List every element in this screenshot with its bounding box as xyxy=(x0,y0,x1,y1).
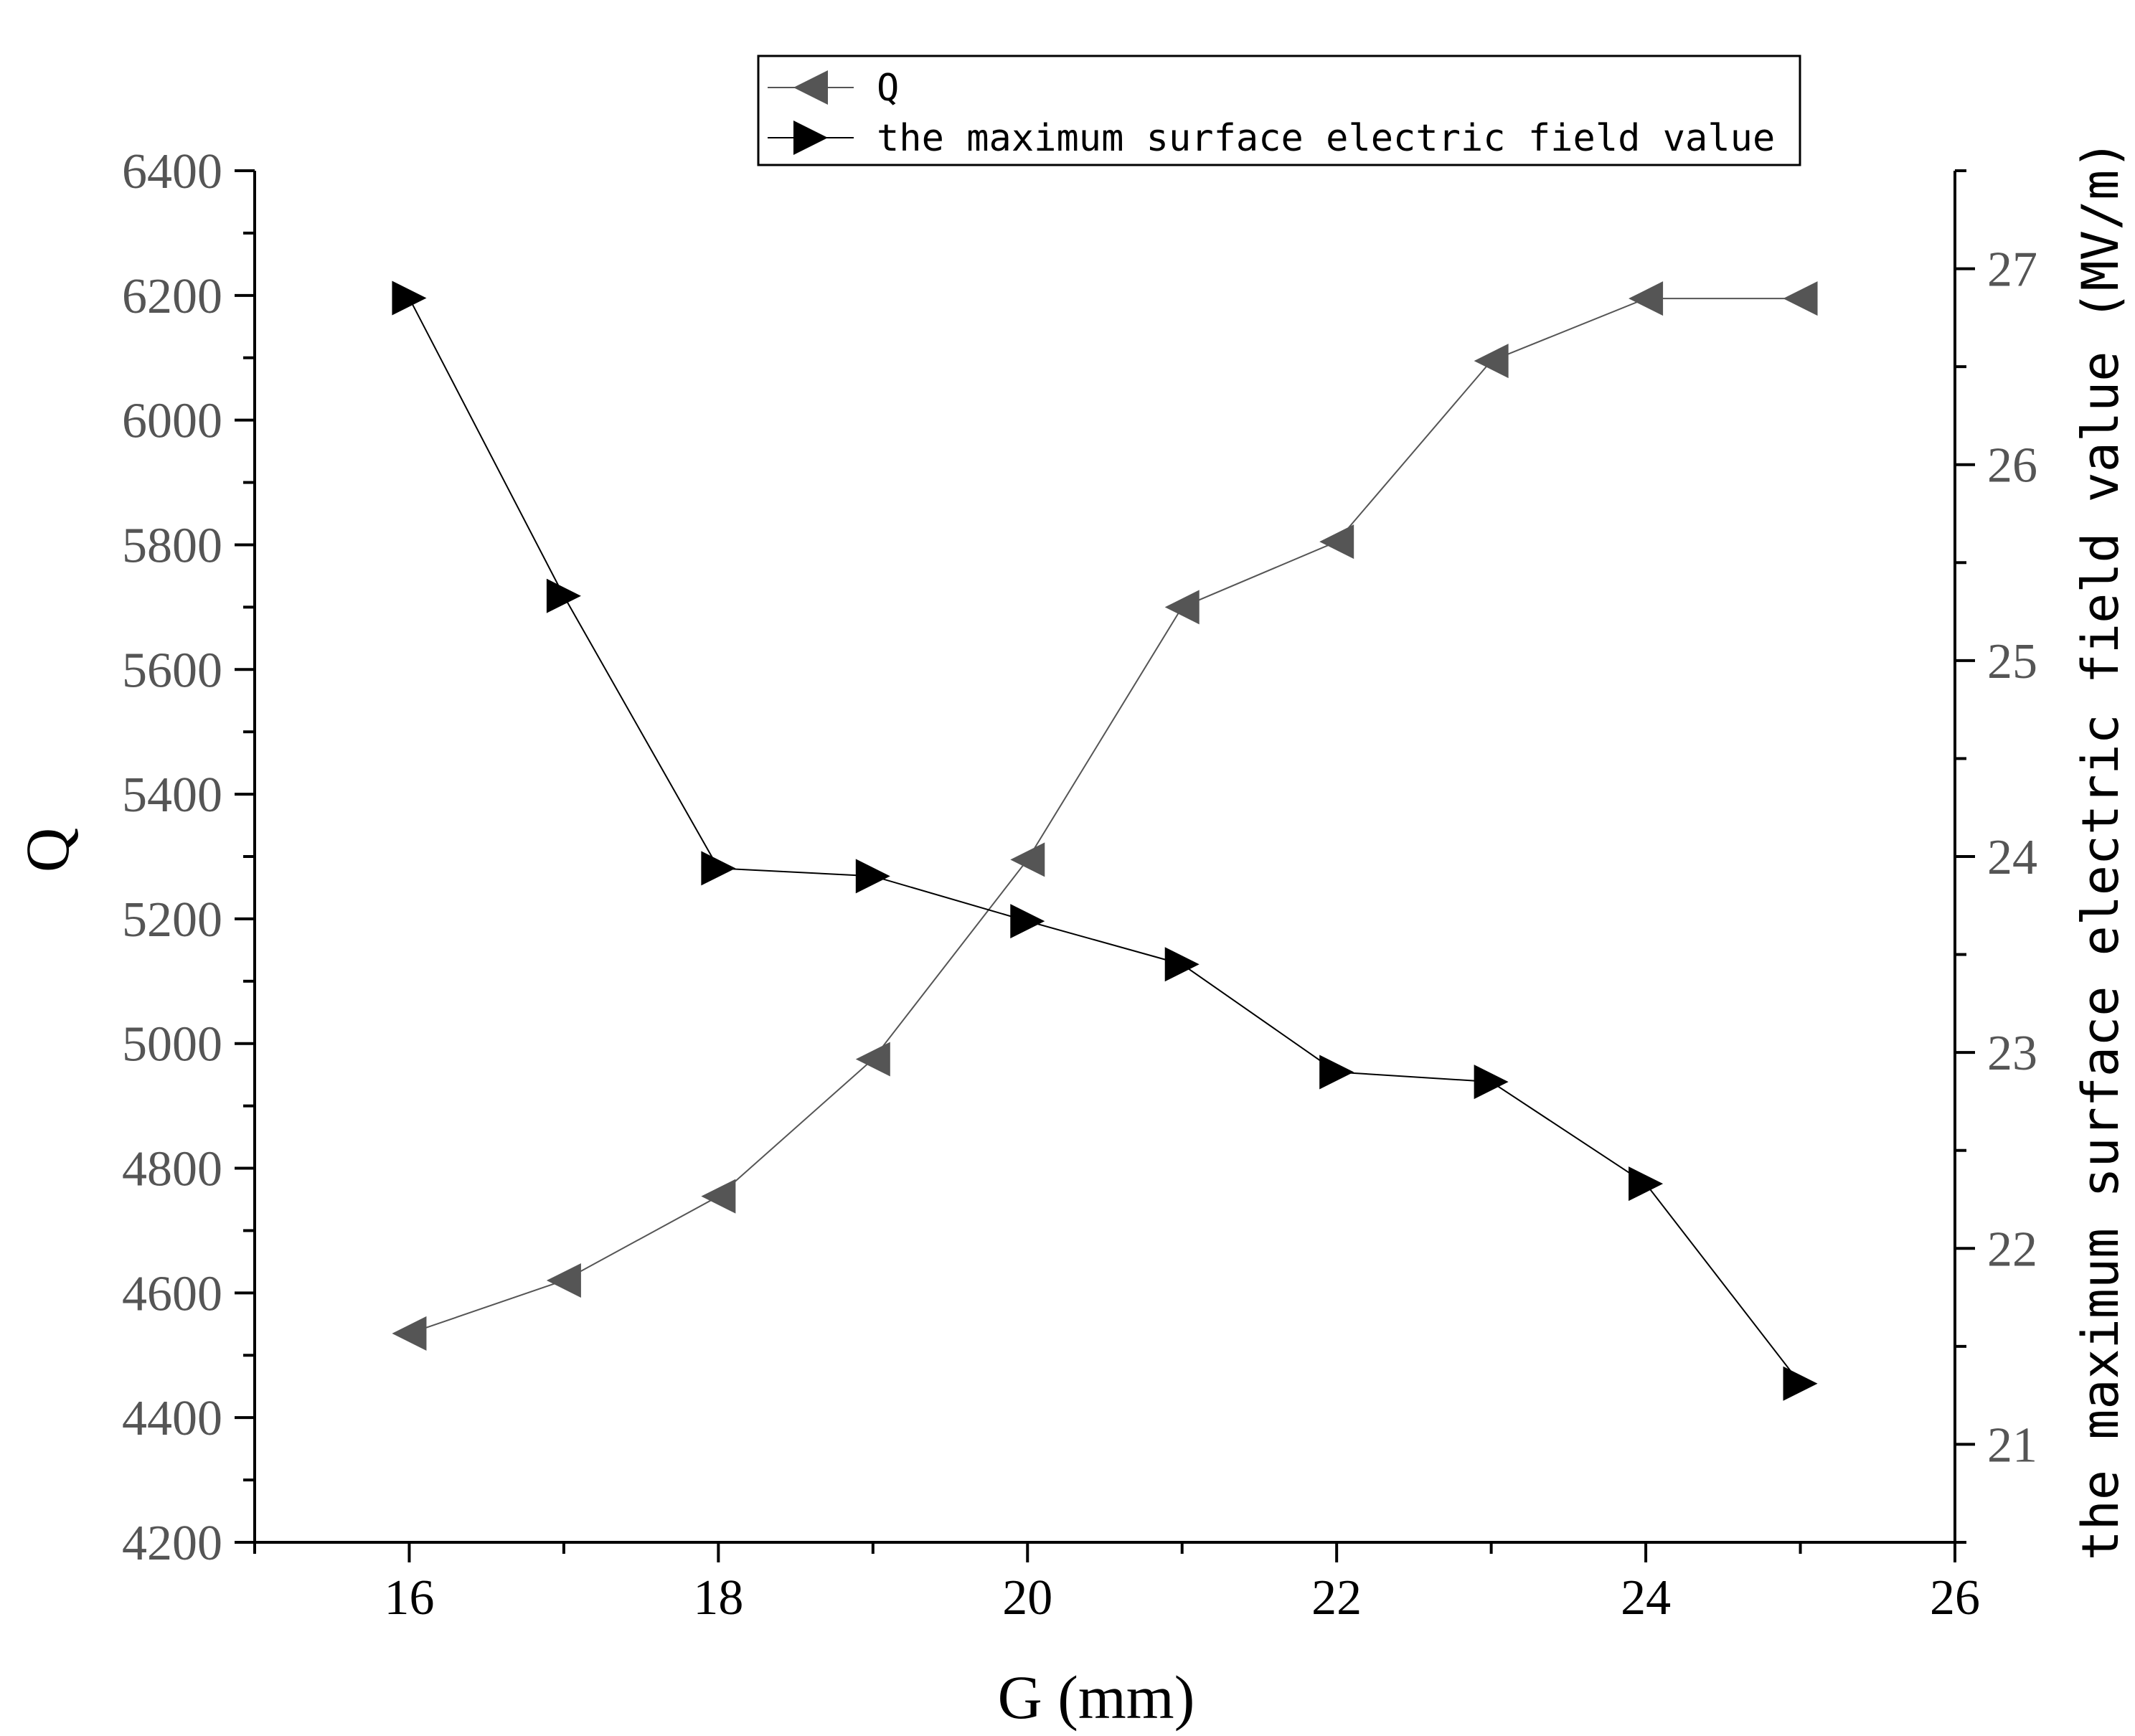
y2-tick-label: 24 xyxy=(1987,830,2037,885)
data-point xyxy=(392,280,427,316)
data-point xyxy=(855,859,890,894)
y-tick-label: 5600 xyxy=(122,643,222,698)
data-point xyxy=(1629,1166,1664,1202)
y-tick-label: 5800 xyxy=(122,518,222,573)
y2-tick-label: 26 xyxy=(1987,438,2037,494)
series-line xyxy=(408,298,1801,1384)
data-point xyxy=(1783,1366,1818,1401)
legend-marker xyxy=(793,70,828,105)
data-point xyxy=(1010,842,1045,877)
y-tick-label: 5200 xyxy=(122,892,222,948)
y-axis-title: Q xyxy=(13,828,82,872)
data-point xyxy=(1164,947,1200,982)
y2-tick-label: 25 xyxy=(1987,634,2037,689)
x-tick-label: 24 xyxy=(1621,1570,1671,1626)
y-tick-label: 4800 xyxy=(122,1142,222,1197)
data-point xyxy=(701,1179,736,1214)
data-point xyxy=(546,1263,581,1298)
data-point xyxy=(392,1316,427,1351)
y2-axis-ticks: 21 22 23 24 25 26 27 xyxy=(1955,169,2037,1544)
data-point xyxy=(546,578,581,613)
x-axis-ticks: 16 18 20 22 24 26 xyxy=(253,1542,1980,1626)
x-tick-label: 22 xyxy=(1311,1570,1362,1626)
y-tick-label: 4200 xyxy=(122,1516,222,1571)
series-line xyxy=(409,298,1801,1334)
data-point xyxy=(1319,1055,1354,1090)
data-point xyxy=(1319,524,1354,560)
y2-tick-label: 23 xyxy=(1987,1026,2037,1081)
y-tick-label: 5000 xyxy=(122,1017,222,1072)
x-axis-title: G (mm) xyxy=(998,1663,1195,1732)
x-tick-label: 26 xyxy=(1930,1570,1980,1626)
y-tick-label: 6400 xyxy=(122,144,222,199)
series-layer xyxy=(392,280,1818,1401)
series-field xyxy=(392,280,1818,1401)
legend-label: the maximum surface electric field value xyxy=(877,117,1775,160)
data-point xyxy=(1474,1065,1509,1100)
y2-tick-label: 27 xyxy=(1987,242,2037,298)
y-tick-label: 4600 xyxy=(122,1266,222,1321)
y-axis-ticks: 4200 4400 4600 4800 5000 5200 5400 5600 5800 6000… xyxy=(122,144,255,1571)
y2-tick-label: 22 xyxy=(1987,1222,2037,1277)
legend-label: Q xyxy=(877,67,899,110)
data-point xyxy=(1010,904,1045,939)
y-tick-label: 5400 xyxy=(122,768,222,823)
y-tick-label: 4400 xyxy=(122,1391,222,1446)
legend-marker xyxy=(793,121,828,155)
data-point xyxy=(855,1042,890,1077)
legend-box xyxy=(757,55,1801,166)
y2-axis-title: the maximum surface electric field value… xyxy=(2071,140,2130,1561)
y2-tick-label: 21 xyxy=(1987,1417,2037,1473)
y-tick-label: 6200 xyxy=(122,269,222,324)
axes xyxy=(253,171,1956,1544)
y-tick-label: 6000 xyxy=(122,394,222,449)
data-point xyxy=(1474,344,1509,379)
x-tick-label: 20 xyxy=(1002,1570,1052,1626)
data-point xyxy=(1629,281,1664,316)
data-point xyxy=(1164,590,1200,625)
series-q xyxy=(392,281,1818,1351)
data-point xyxy=(701,851,736,886)
data-point xyxy=(1783,281,1818,316)
x-tick-label: 18 xyxy=(693,1570,743,1626)
x-tick-label: 16 xyxy=(384,1570,434,1626)
